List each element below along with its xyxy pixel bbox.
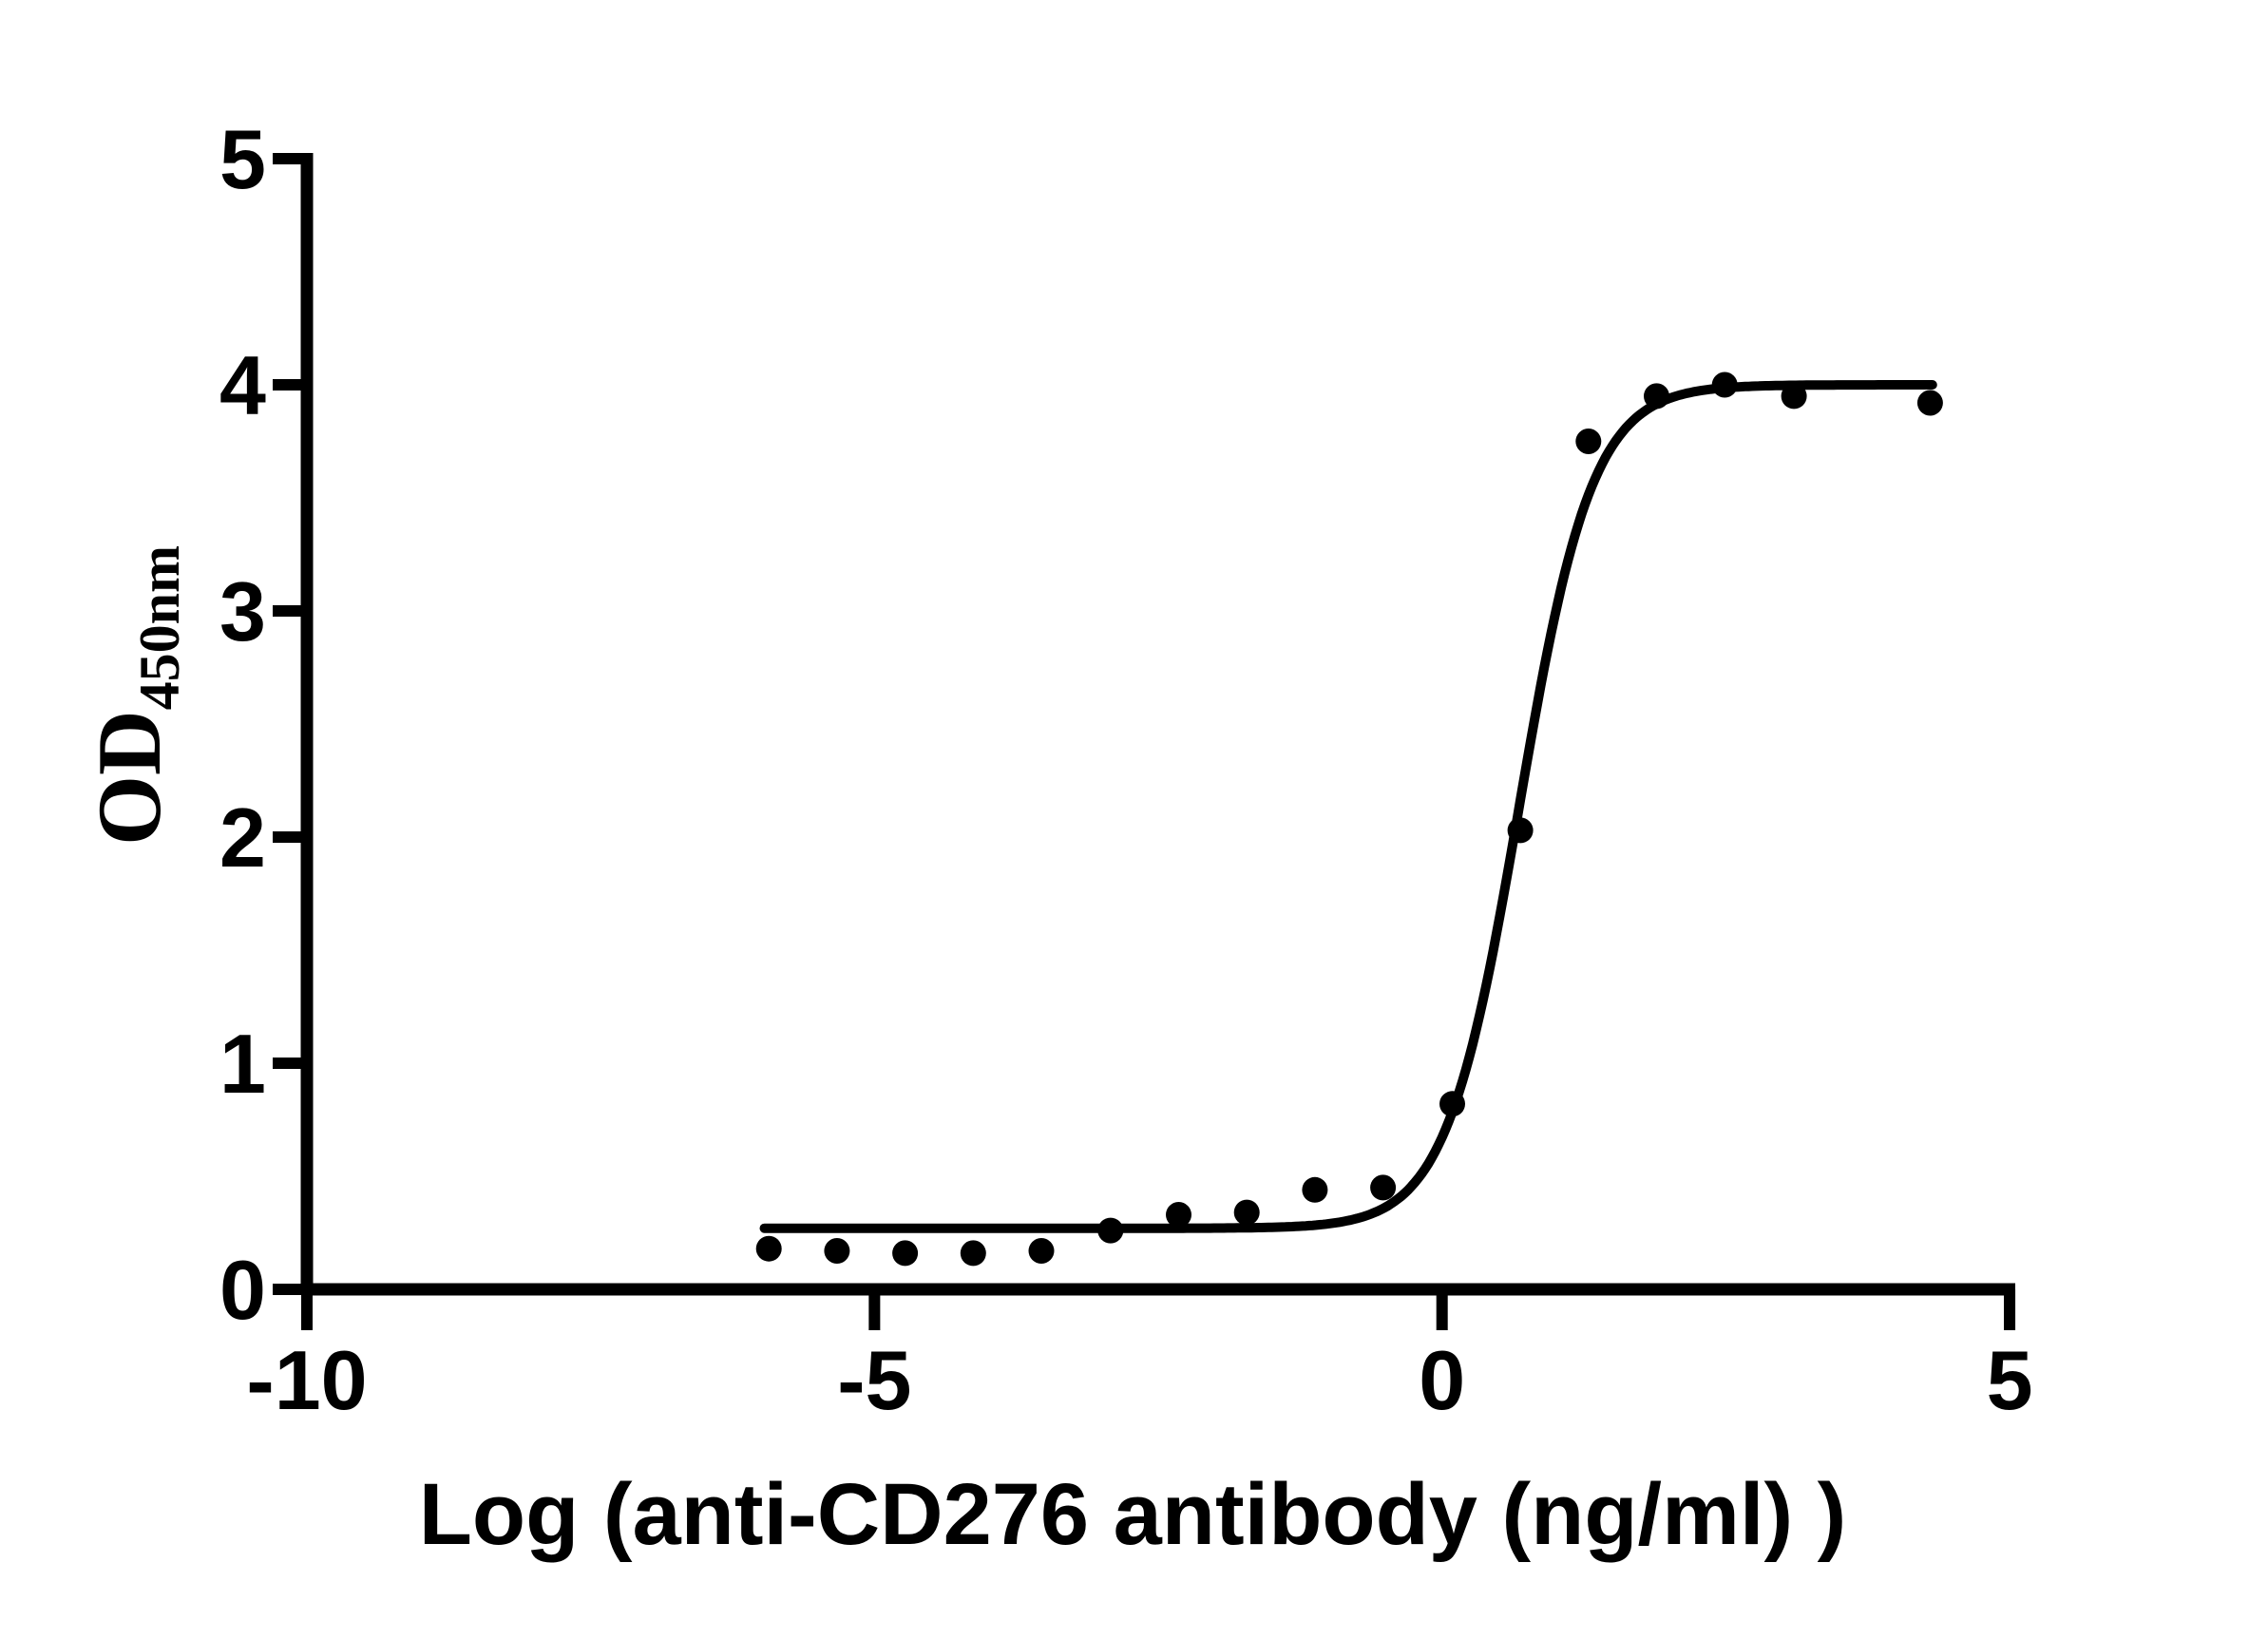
data-point [1302, 1176, 1328, 1203]
data-point [1644, 383, 1669, 410]
y-tick-label: 0 [219, 1243, 266, 1337]
data-point [1711, 372, 1738, 398]
data-point [1575, 429, 1602, 454]
y-tick-label: 1 [219, 1017, 266, 1111]
data-point [824, 1238, 850, 1264]
y-axis-ticks: 0 1 2 3 4 5 [219, 112, 308, 1337]
y-tick-label: 5 [219, 112, 266, 206]
y-axis-title-subscript: 450nm [128, 545, 191, 710]
data-point [1233, 1199, 1260, 1226]
y-axis-title-main: OD [79, 710, 180, 846]
y-tick-label: 2 [219, 791, 266, 885]
data-point [892, 1240, 919, 1267]
data-point [1370, 1174, 1397, 1201]
data-point [1439, 1091, 1465, 1117]
y-tick-label: 3 [219, 564, 266, 658]
data-point [960, 1240, 986, 1267]
data-points [755, 372, 1943, 1267]
x-tick-label: 0 [1419, 1333, 1465, 1427]
fit-curve-path [759, 380, 1937, 1233]
data-point [1166, 1202, 1191, 1228]
data-point [1028, 1238, 1055, 1264]
y-tick-label: 4 [219, 338, 266, 432]
x-axis-title: Log (anti-CD276 antibody (ng/ml) ) [419, 1466, 1847, 1563]
data-point [1781, 383, 1807, 410]
x-tick-label: -5 [837, 1333, 911, 1427]
fit-curve [759, 380, 1937, 1233]
x-tick-label: -10 [246, 1333, 367, 1427]
x-axis-ticks: -10 -5 0 5 [246, 1289, 2033, 1427]
data-point [755, 1235, 782, 1262]
y-axis-title: OD450nm [79, 545, 191, 846]
data-point [1097, 1217, 1124, 1244]
x-tick-label: 5 [1987, 1333, 2033, 1427]
data-point [1507, 817, 1534, 844]
data-point [1916, 390, 1943, 416]
